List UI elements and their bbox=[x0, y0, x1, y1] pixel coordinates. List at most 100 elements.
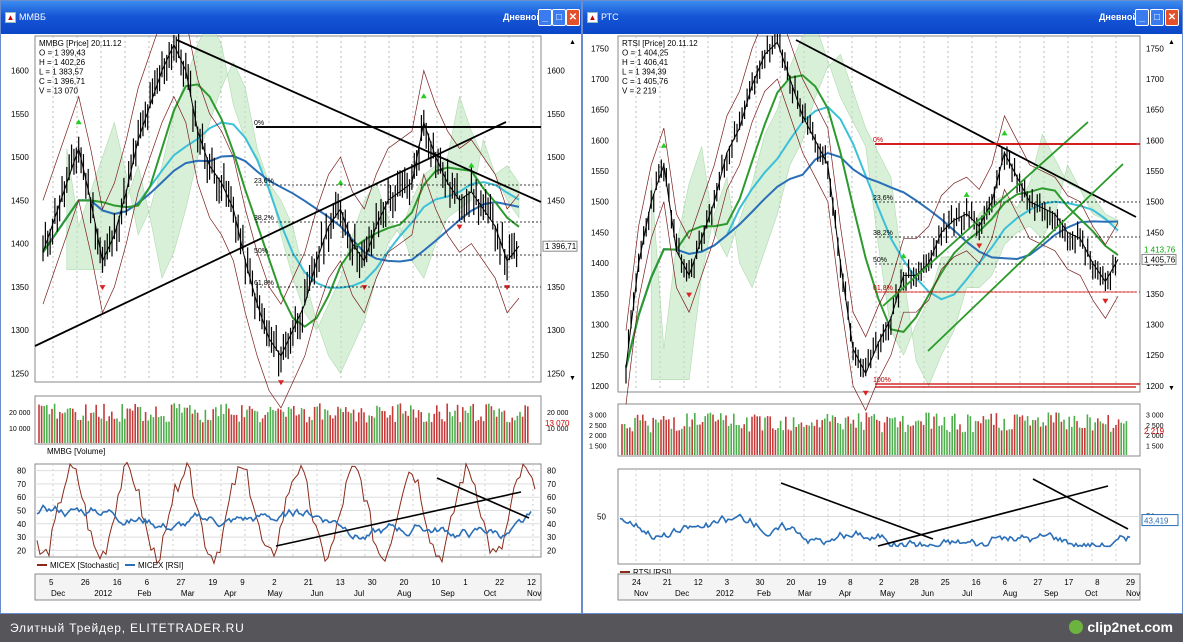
rts-chart-svg: 1200120012501250130013001350135014001400… bbox=[589, 34, 1179, 601]
price-series-line bbox=[625, 41, 1119, 375]
y-tick-label-left: 1750 bbox=[591, 44, 609, 53]
y-tick-label-left: 1300 bbox=[11, 326, 29, 335]
time-axis-month: Mar bbox=[181, 589, 195, 598]
volume-legend: MMBG [Volume] bbox=[47, 447, 105, 456]
y-tick-label-left: 1250 bbox=[591, 351, 609, 360]
time-axis-day: 16 bbox=[113, 578, 122, 587]
y-tick-label-left: 1400 bbox=[11, 240, 29, 249]
price-legend-text: O = 1 404,25 bbox=[622, 49, 669, 58]
y-tick-label-left: 1500 bbox=[11, 153, 29, 162]
maximize-button[interactable]: □ bbox=[552, 9, 566, 26]
trendline bbox=[882, 121, 1089, 307]
time-axis-day: 1 bbox=[463, 578, 468, 587]
trendline bbox=[927, 163, 1124, 352]
timeframe-label: Дневной bbox=[1099, 12, 1138, 22]
lower-band-line bbox=[625, 78, 1119, 412]
time-axis-day: 12 bbox=[694, 578, 703, 587]
window-titlebar[interactable]: ▲ РТС Дневной _ □ ✕ bbox=[583, 1, 1182, 34]
volume-tick-left: 1 500 bbox=[589, 444, 607, 451]
fractal-up-marker bbox=[660, 142, 667, 148]
y-tick-label-left: 1600 bbox=[591, 136, 609, 145]
fractal-up-marker bbox=[420, 93, 427, 99]
price-legend-text: O = 1 399,43 bbox=[39, 49, 86, 58]
y-tick-label-left: 1400 bbox=[591, 259, 609, 268]
time-axis-day: 24 bbox=[632, 578, 641, 587]
scroll-up-icon: ▲ bbox=[569, 39, 576, 46]
maximize-button[interactable]: □ bbox=[1150, 9, 1164, 26]
y-tick-label-left: 1550 bbox=[591, 167, 609, 176]
y-tick-label-right: 1600 bbox=[547, 67, 565, 76]
fibonacci-level-label: 23,6% bbox=[254, 178, 274, 185]
oscillator-trendline bbox=[1032, 478, 1129, 530]
fractal-up-marker bbox=[900, 253, 907, 259]
y-tick-label-right: 1350 bbox=[547, 283, 565, 292]
price-series-line bbox=[42, 43, 520, 358]
oscillator-trendline bbox=[877, 485, 1109, 547]
y-tick-label-right: 1550 bbox=[547, 110, 565, 119]
time-axis-day: 22 bbox=[495, 578, 504, 587]
time-axis-day: 30 bbox=[368, 578, 377, 587]
clip2net-logo[interactable]: clip2net.com bbox=[1069, 619, 1173, 635]
fibonacci-level-label: 38,2% bbox=[873, 230, 893, 237]
time-axis-month: Aug bbox=[397, 589, 411, 598]
time-axis-month: Feb bbox=[138, 589, 152, 598]
rsi-line bbox=[619, 513, 1131, 548]
volume-tick-left: 2 000 bbox=[589, 433, 607, 440]
last-price-label-alt: 1 413,76 bbox=[1144, 245, 1176, 254]
osc-tick-left: 80 bbox=[17, 467, 26, 476]
time-axis-month: Jul bbox=[962, 589, 972, 598]
time-axis bbox=[617, 573, 1141, 601]
minimize-button[interactable]: _ bbox=[538, 9, 552, 26]
y-tick-label-right: 1700 bbox=[1146, 75, 1164, 84]
y-tick-label-left: 1550 bbox=[11, 110, 29, 119]
time-axis-day: 26 bbox=[81, 578, 90, 587]
y-tick-label-left: 1500 bbox=[591, 198, 609, 207]
trendline bbox=[34, 121, 507, 347]
ichimoku-cloud bbox=[66, 34, 520, 374]
fractal-down-marker bbox=[1102, 298, 1109, 304]
last-price-box bbox=[542, 240, 578, 252]
time-axis-day: 25 bbox=[941, 578, 950, 587]
fractal-down-marker bbox=[456, 224, 463, 230]
time-axis-month: Nov bbox=[634, 589, 648, 598]
osc-tick-left: 60 bbox=[17, 493, 26, 502]
osc-legend-text: RTSI [RSI] bbox=[633, 568, 671, 577]
fibonacci-level-label: 61,8% bbox=[254, 280, 274, 287]
fractal-up-marker bbox=[337, 179, 344, 185]
osc-tick-right: 20 bbox=[547, 546, 556, 555]
chart-app-icon: ▲ bbox=[587, 12, 598, 23]
moving-average-line bbox=[42, 154, 520, 263]
last-price-label: 1 405,76 bbox=[1144, 255, 1176, 264]
time-axis-day: 9 bbox=[240, 578, 245, 587]
time-axis-month: Sep bbox=[440, 589, 455, 598]
price-legend-text: RTSI [Price] 20.11.12 bbox=[622, 39, 698, 48]
time-axis-month: May bbox=[267, 589, 282, 598]
stochastic-line bbox=[36, 461, 536, 565]
fractal-up-marker bbox=[963, 191, 970, 197]
close-button[interactable]: ✕ bbox=[1165, 9, 1179, 26]
volume-tick-right: 2 000 bbox=[1146, 433, 1164, 440]
rsi-last-label: 43,419 bbox=[1144, 517, 1169, 526]
y-tick-label-right: 1550 bbox=[1146, 167, 1164, 176]
fibonacci-level-label: 23,6% bbox=[873, 195, 893, 202]
footer-bar: Элитный Трейдер, ELITETRADER.RU clip2net… bbox=[0, 614, 1183, 642]
time-axis-day: 5 bbox=[49, 578, 54, 587]
close-button[interactable]: ✕ bbox=[566, 9, 580, 26]
minimize-button[interactable]: _ bbox=[1135, 9, 1149, 26]
scroll-up-icon: ▲ bbox=[1168, 39, 1175, 46]
osc-tick-left: 40 bbox=[17, 520, 26, 529]
y-tick-label-left: 1300 bbox=[591, 320, 609, 329]
fractal-down-marker bbox=[504, 285, 511, 291]
y-tick-label-right: 1300 bbox=[547, 326, 565, 335]
time-axis-month: 2012 bbox=[716, 589, 734, 598]
price-legend-text: C = 1 396,71 bbox=[39, 77, 86, 86]
time-axis-month: Nov bbox=[1126, 589, 1140, 598]
micex-chart-window: ▲ ММВБ Дневной _ □ ✕ 1250 1250 1300 1300 135… bbox=[0, 0, 582, 614]
fibonacci-level-label: 61,8% bbox=[873, 285, 893, 292]
time-axis-month: Oct bbox=[484, 589, 497, 598]
y-tick-label-right: 1450 bbox=[547, 196, 565, 205]
time-axis-day: 17 bbox=[1064, 578, 1073, 587]
time-axis-day: 19 bbox=[208, 578, 217, 587]
window-titlebar[interactable]: ▲ ММВБ Дневной _ □ ✕ bbox=[1, 1, 581, 34]
fractal-down-marker bbox=[278, 380, 284, 386]
